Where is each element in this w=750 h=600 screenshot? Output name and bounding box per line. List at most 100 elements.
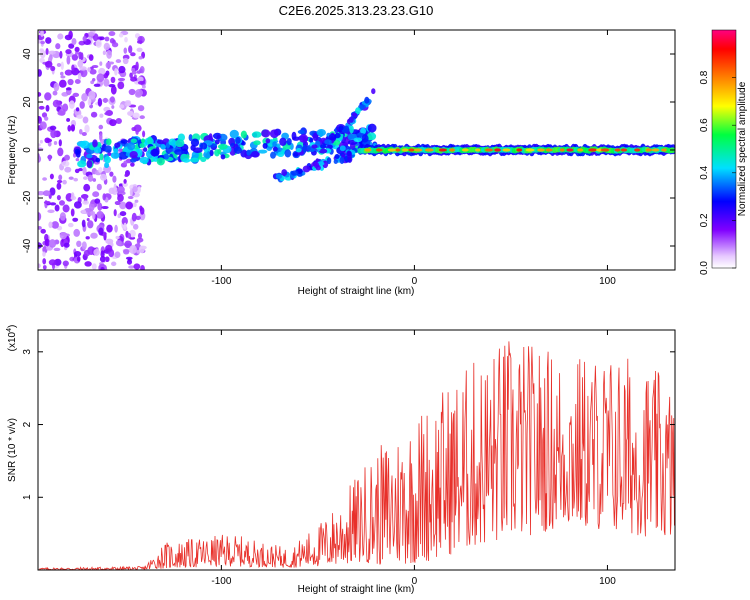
zero-band-core: [402, 148, 409, 152]
noise-speck: [127, 232, 132, 239]
signal-band-mark: [75, 150, 81, 158]
noise-speck: [68, 176, 74, 180]
zero-band-core: [588, 148, 598, 152]
lower-branch-mark: [281, 169, 288, 177]
noise-speck: [99, 132, 103, 142]
zero-band-core: [395, 148, 401, 152]
spectrogram-y-label: Frequency (Hz): [7, 116, 18, 185]
x-tick-label: 100: [599, 576, 616, 587]
noise-speck: [142, 130, 146, 138]
upper-branch-mark: [351, 112, 358, 117]
noise-speck: [110, 261, 117, 267]
noise-speck: [79, 68, 88, 78]
upper-branch-mark: [371, 88, 376, 95]
noise-speck: [125, 201, 134, 210]
signal-band-mark: [110, 151, 120, 159]
noise-speck: [49, 125, 57, 131]
signal-band-mark: [253, 140, 261, 146]
signal-band-mark: [129, 158, 137, 163]
noise-speck: [53, 247, 61, 252]
noise-speck: [114, 251, 121, 259]
noise-speck: [91, 263, 97, 270]
noise-speck: [92, 211, 96, 220]
zero-band-core: [600, 148, 610, 152]
noise-speck: [95, 39, 102, 48]
noise-speck: [79, 128, 83, 135]
signal-band-mark: [86, 153, 93, 159]
signal-band-mark: [250, 150, 260, 158]
noise-speck: [105, 62, 112, 69]
noise-speck: [41, 112, 48, 118]
noise-speck: [64, 166, 72, 173]
colorbar-tick-label: 0.4: [699, 165, 710, 179]
noise-speck: [136, 238, 141, 245]
noise-speck: [106, 224, 113, 233]
noise-speck: [104, 111, 111, 116]
noise-speck: [73, 251, 82, 257]
noise-speck: [135, 89, 144, 97]
noise-speck: [139, 115, 145, 120]
noise-speck: [58, 174, 63, 181]
noise-speck: [59, 50, 63, 59]
noise-speck: [72, 92, 80, 98]
noise-speck: [117, 81, 125, 90]
chart-title: C2E6.2025.313.23.23.G10: [279, 3, 434, 18]
lower-branch-mark: [333, 159, 338, 164]
snr-series-line: [38, 341, 675, 570]
noise-speck: [103, 42, 110, 51]
signal-band-mark: [339, 145, 346, 152]
noise-speck: [108, 31, 116, 37]
noise-speck: [131, 212, 137, 222]
noise-speck: [132, 223, 139, 230]
noise-speck: [42, 251, 46, 257]
noise-speck: [114, 224, 118, 233]
noise-speck: [132, 186, 138, 193]
noise-speck: [70, 192, 75, 200]
spectrogram-panel: -100 0 100 -40 -20 0 20 40 Height of straight l…: [7, 29, 676, 297]
zero-band-core: [408, 148, 415, 152]
noise-speck: [138, 56, 143, 60]
noise-speck: [117, 213, 121, 219]
noise-speck: [109, 119, 117, 127]
signal-band-mark: [353, 137, 363, 143]
signal-band-mark: [150, 148, 160, 157]
noise-speck: [48, 259, 57, 266]
noise-speck: [74, 79, 81, 84]
noise-speck: [89, 202, 95, 212]
noise-speck: [76, 114, 84, 119]
signal-band-mark: [191, 151, 199, 160]
signal-band-mark: [139, 142, 145, 149]
colorbar-tick-label: 0.2: [699, 213, 710, 227]
noise-speck: [87, 220, 94, 229]
signal-band-mark: [257, 149, 268, 154]
noise-speck: [136, 70, 142, 74]
zero-band-core: [559, 148, 565, 152]
signal-band-mark: [188, 134, 193, 142]
noise-speck: [127, 110, 134, 116]
noise-speck: [55, 43, 61, 50]
noise-speck: [59, 212, 66, 221]
noise-speck: [38, 105, 45, 110]
noise-speck: [131, 70, 137, 75]
noise-speck: [112, 175, 117, 183]
signal-band-mark: [272, 146, 278, 152]
noise-speck: [116, 186, 125, 194]
upper-branch-mark: [302, 145, 308, 153]
noise-speck: [93, 83, 101, 87]
noise-speck: [128, 88, 136, 96]
noise-speck: [85, 236, 90, 240]
noise-speck: [81, 241, 87, 250]
noise-speck: [129, 72, 133, 79]
signal-band-mark: [156, 139, 164, 145]
noise-speck: [86, 217, 90, 222]
noise-speck: [68, 43, 75, 49]
y-tick-label: -40: [22, 238, 33, 253]
noise-speck: [101, 205, 109, 210]
noise-speck: [73, 228, 81, 237]
noise-speck: [99, 173, 108, 181]
colorbar-tick-label: 0.6: [699, 118, 710, 132]
noise-speck: [45, 104, 50, 112]
x-tick-label: 100: [599, 276, 616, 287]
signal-band-mark: [203, 150, 212, 159]
signal-band-mark: [130, 138, 138, 144]
